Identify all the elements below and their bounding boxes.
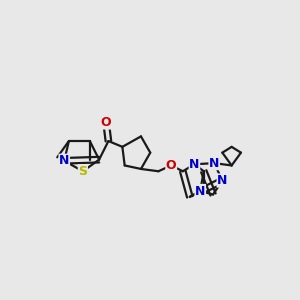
Text: S: S — [78, 165, 87, 178]
Text: N: N — [59, 154, 69, 167]
Text: N: N — [195, 184, 206, 197]
Text: N: N — [217, 174, 227, 187]
Text: O: O — [166, 159, 176, 172]
Text: O: O — [101, 116, 111, 129]
Text: N: N — [189, 158, 200, 171]
Text: N: N — [209, 157, 219, 169]
